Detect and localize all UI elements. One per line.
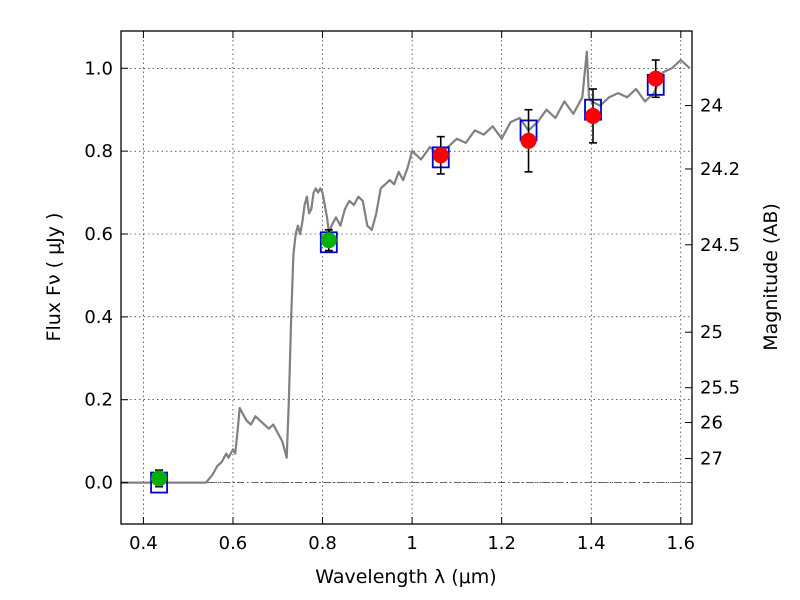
x-axis-title: Wavelength λ (μm) — [315, 566, 496, 588]
x-tick-label: 0.8 — [308, 533, 337, 554]
y-tick-label: 0.0 — [84, 473, 113, 494]
x-tick-label: 1.2 — [487, 533, 516, 554]
y-tick-label: 1.0 — [84, 58, 113, 79]
y-axis-title: Flux Fν ( μJy ) — [43, 213, 65, 342]
observed-nir-point — [432, 147, 449, 164]
observed-optical-point — [320, 232, 337, 249]
x-tick-label: 0.4 — [129, 533, 158, 554]
x-tick-label: 1.4 — [577, 533, 606, 554]
mag-tick-label: 24 — [700, 96, 723, 117]
mag-tick-label: 25.5 — [700, 378, 740, 399]
model-spectrum — [121, 50, 691, 484]
y-tick-label: 0.4 — [84, 307, 113, 328]
mag-tick-label: 25 — [700, 322, 723, 343]
observed-nir-point — [647, 70, 664, 87]
observed-optical-point — [151, 470, 168, 487]
observed-nir-point — [520, 132, 537, 149]
mag-tick-label: 24.2 — [700, 159, 740, 180]
x-tick-label: 1.6 — [666, 533, 695, 554]
y-tick-label: 0.8 — [84, 141, 113, 162]
model-spectrum-line — [121, 50, 691, 484]
y-tick-label: 0.6 — [84, 224, 113, 245]
x-tick-label: 1 — [406, 533, 417, 554]
mag-tick-label: 24.5 — [700, 235, 740, 256]
observed-points — [151, 59, 664, 488]
observed-nir-point — [585, 107, 602, 124]
x-tick-label: 0.6 — [219, 533, 248, 554]
y-tick-label: 0.2 — [84, 390, 113, 411]
mag-tick-label: 26 — [700, 413, 723, 434]
grid — [121, 31, 692, 524]
mag-tick-label: 27 — [700, 449, 723, 470]
ticks: 0.4 0.6 0.8 1 1.2 1.4 1.6 0.0 0.2 0.4 0.6 0.8 1.0 24 2… — [84, 31, 740, 554]
plot-frame — [120, 30, 693, 525]
y2-axis-title: Magnitude (AB) — [760, 203, 782, 351]
